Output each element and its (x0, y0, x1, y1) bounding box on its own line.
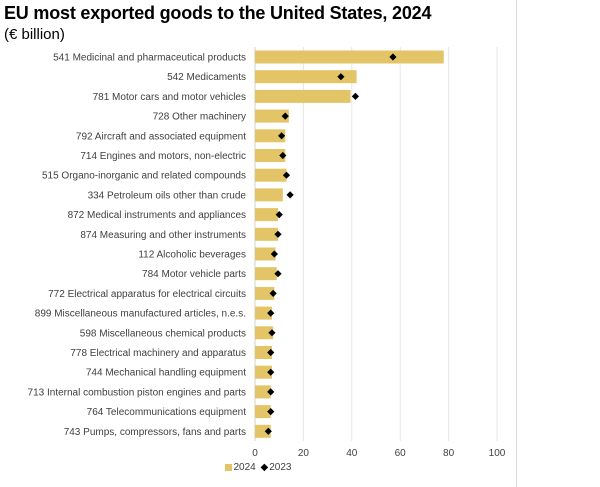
bar-2024 (255, 227, 278, 241)
marker-2023 (351, 92, 360, 100)
legend-item-2024: 2024 (224, 462, 256, 473)
bar-2024 (255, 405, 271, 419)
category-label: 728 Other machinery (153, 112, 246, 123)
bar-2024 (255, 89, 351, 103)
bar-2024 (255, 326, 274, 340)
bar-2024 (255, 306, 272, 320)
bar-2024 (255, 188, 283, 202)
marker-2023 (282, 171, 291, 179)
marker-2023 (389, 53, 397, 61)
marker-2023 (267, 348, 275, 357)
category-label: 541 Medicinal and pharmaceutical product… (53, 53, 246, 64)
category-label: 772 Electrical apparatus for electrical … (48, 289, 246, 300)
bar-2024 (255, 168, 287, 182)
x-tick-label: 20 (298, 448, 310, 459)
x-tick-label: 100 (489, 448, 506, 459)
category-label: 874 Measuring and other instruments (80, 230, 246, 241)
category-label: 778 Electrical machinery and apparatus (70, 348, 246, 359)
marker-2023 (274, 270, 282, 278)
category-label: 713 Internal combustion piston engines a… (28, 387, 246, 398)
bar-2024 (255, 385, 271, 399)
marker-2023 (269, 289, 277, 297)
bar-2024 (255, 424, 271, 438)
marker-2023 (275, 211, 283, 219)
x-tick-label: 0 (252, 448, 258, 459)
legend-item-2023: ◆2023 (261, 462, 292, 473)
bar-2024 (255, 109, 289, 123)
x-tick-label: 60 (395, 448, 407, 459)
category-label: 598 Miscellaneous chemical products (80, 328, 246, 339)
chart-legend: 2024 ◆2023 (0, 462, 516, 473)
chart-title: EU most exported goods to the United Sta… (4, 3, 432, 23)
marker-2023 (267, 388, 275, 396)
bar-2024 (255, 267, 277, 281)
category-label: 334 Petroleum oils other than crude (88, 190, 247, 201)
marker-2023 (267, 408, 275, 416)
legend-label-2024: 2024 (233, 462, 256, 473)
category-label: 743 Pumps, compressors, fans and parts (64, 427, 246, 438)
marker-2023 (274, 230, 282, 238)
category-label: 781 Motor cars and motor vehicles (93, 92, 246, 103)
category-label: 784 Motor vehicle parts (142, 269, 246, 280)
marker-2023 (267, 309, 275, 317)
legend-swatch-2024 (224, 463, 232, 471)
marker-2023 (337, 73, 345, 81)
marker-2023 (268, 329, 276, 337)
marker-2023 (286, 191, 294, 199)
marker-2023 (281, 112, 289, 120)
bar-2024 (255, 346, 272, 359)
legend-label-2023: 2023 (269, 462, 292, 473)
right-border (516, 0, 517, 487)
bar-2024 (255, 365, 272, 379)
category-label: 744 Mechanical handling equipment (86, 368, 246, 379)
marker-2023 (267, 368, 275, 376)
category-label: 899 Miscellaneous manufactured articles,… (35, 309, 246, 320)
marker-2023 (279, 151, 287, 160)
bar-2024 (255, 50, 444, 64)
category-label: 515 Organo-inorganic and related compoun… (42, 171, 246, 182)
bar-2024 (255, 208, 278, 222)
category-label: 542 Medicaments (167, 72, 246, 83)
bar-2024 (255, 129, 286, 143)
x-tick-label: 80 (443, 448, 455, 459)
category-label: 764 Telecommunications equipment (87, 407, 247, 418)
marker-2023 (270, 250, 278, 258)
bar-2024 (255, 286, 275, 300)
marker-2023 (278, 132, 286, 140)
category-label: 112 Alcoholic beverages (138, 250, 246, 261)
marker-2023 (264, 427, 272, 435)
chart-subtitle: (€ billion) (4, 26, 65, 43)
category-label: 792 Aircraft and associated equipment (76, 131, 246, 142)
bar-2024 (255, 70, 357, 84)
x-tick-label: 40 (346, 448, 358, 459)
category-label: 872 Medical instruments and appliances (68, 210, 246, 221)
bar-2024 (255, 149, 286, 162)
category-label: 714 Engines and motors, non-electric (80, 151, 246, 162)
bar-2024 (255, 247, 276, 261)
legend-diamond-icon: ◆ (260, 462, 269, 473)
